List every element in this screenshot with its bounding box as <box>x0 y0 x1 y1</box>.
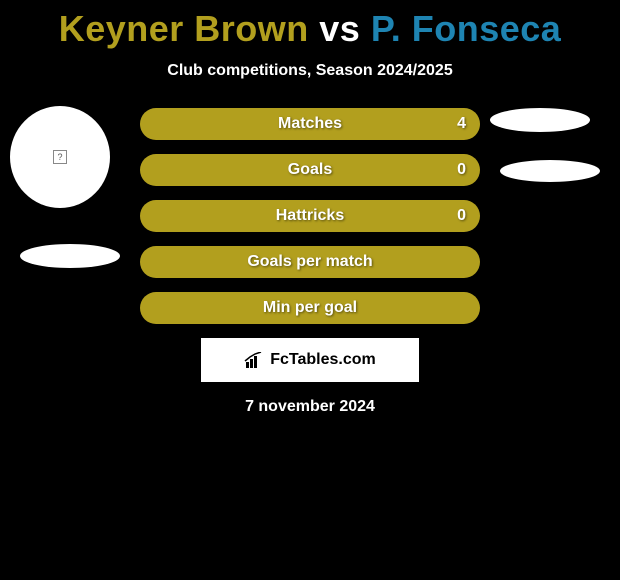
stat-label: Min per goal <box>263 299 357 317</box>
stat-value: 0 <box>457 207 466 225</box>
chart-icon <box>244 352 264 368</box>
player2-shadow-2 <box>500 160 600 182</box>
stat-bar-goals-per-match: Goals per match <box>140 246 480 278</box>
vs-text: vs <box>319 8 360 49</box>
player1-shadow <box>20 244 120 268</box>
date-text: 7 november 2024 <box>0 398 620 416</box>
brand-box: FcTables.com <box>201 338 419 382</box>
stats-bars: Matches 4 Goals 0 Hattricks 0 Goals per … <box>140 108 480 324</box>
stat-label: Goals per match <box>247 253 372 271</box>
brand-text: FcTables.com <box>270 351 376 369</box>
player2-shadow-1 <box>490 108 590 132</box>
stat-value: 0 <box>457 161 466 179</box>
avatar-placeholder-icon: ? <box>53 150 67 164</box>
comparison-title: Keyner Brown vs P. Fonseca <box>0 0 620 50</box>
stat-bar-min-per-goal: Min per goal <box>140 292 480 324</box>
player1-avatar: ? <box>10 106 110 208</box>
subtitle: Club competitions, Season 2024/2025 <box>0 62 620 80</box>
player2-name: P. Fonseca <box>371 8 561 49</box>
content-area: ? Matches 4 Goals 0 Hattricks 0 Goals pe… <box>0 108 620 416</box>
player1-name: Keyner Brown <box>59 8 309 49</box>
stat-bar-hattricks: Hattricks 0 <box>140 200 480 232</box>
stat-label: Goals <box>288 161 332 179</box>
stat-label: Hattricks <box>276 207 344 225</box>
stat-bar-goals: Goals 0 <box>140 154 480 186</box>
stat-value: 4 <box>457 115 466 133</box>
stat-label: Matches <box>278 115 342 133</box>
stat-bar-matches: Matches 4 <box>140 108 480 140</box>
